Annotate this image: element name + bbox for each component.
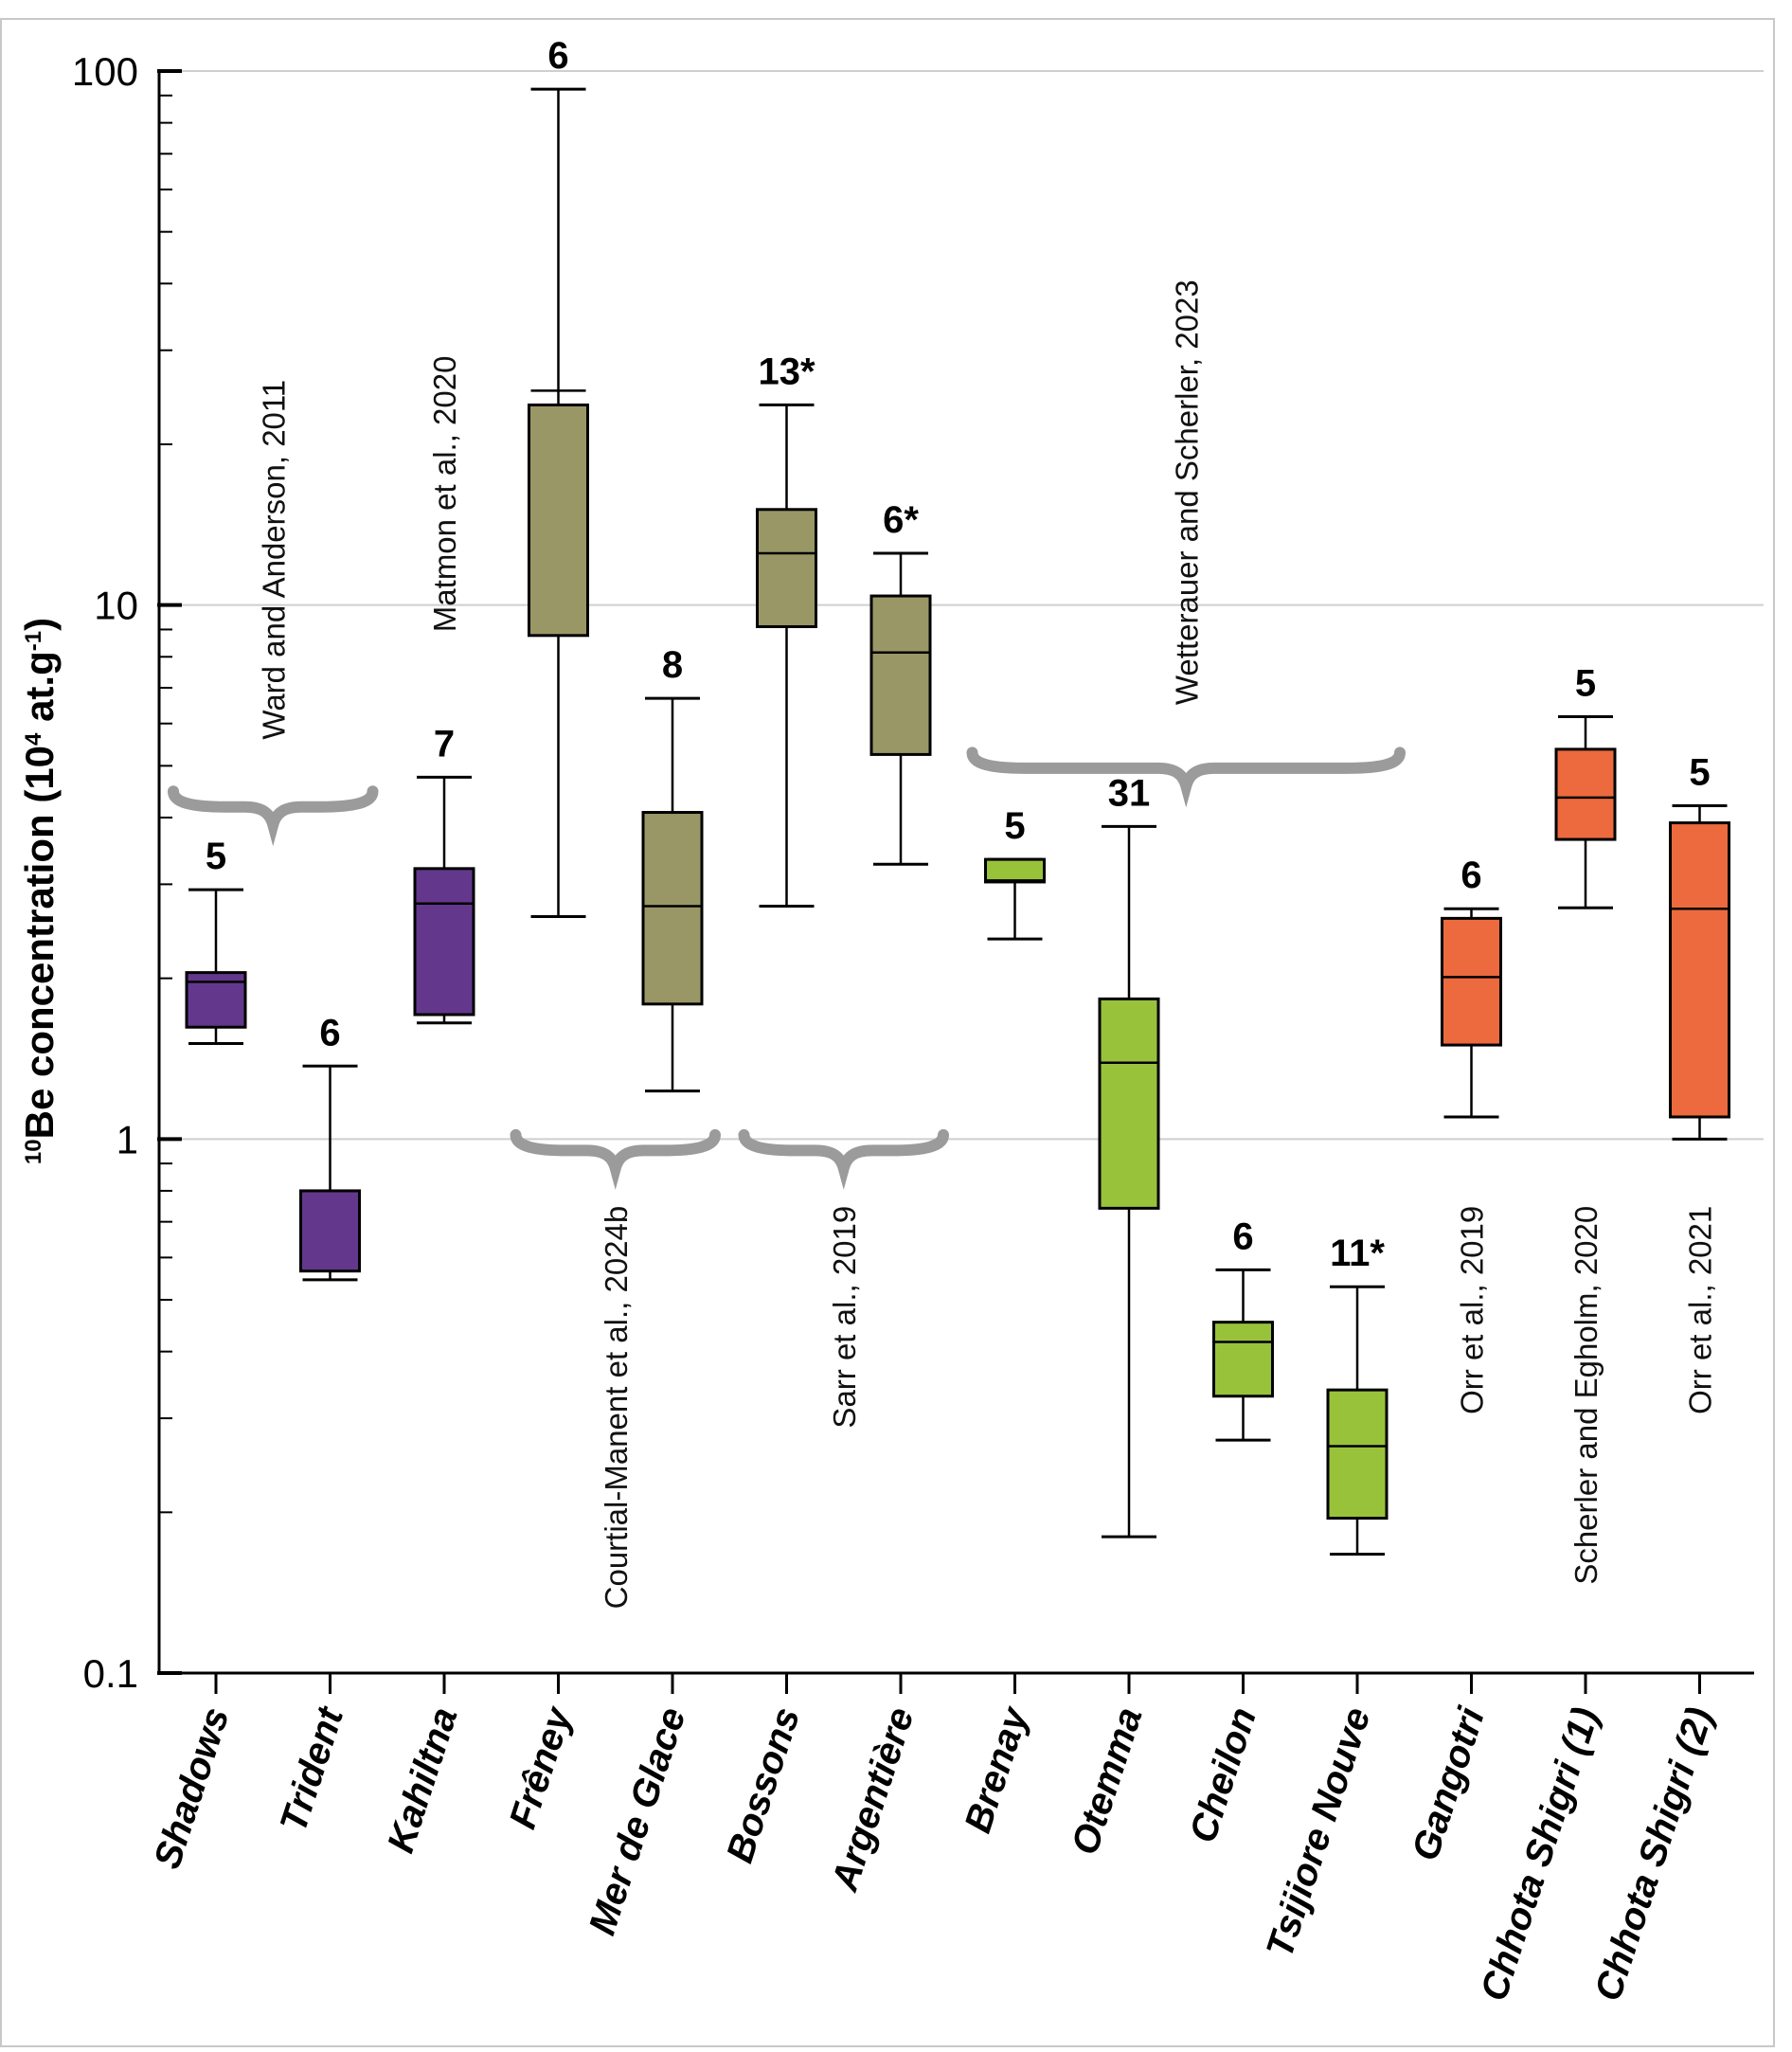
y-title-text: Be concentration (10 — [17, 746, 62, 1139]
reference-labels: Ward and Anderson, 2011 Matmon et al., 20… — [256, 279, 1717, 1609]
box-shadows: 5 — [185, 836, 247, 1045]
reference-braces — [168, 747, 1406, 1190]
y-axis-ticks: 0.1 1 10 100 — [72, 49, 182, 1696]
sample-count-label: 5 — [1689, 751, 1710, 793]
sample-count-label: 6* — [883, 499, 919, 541]
reference-brace — [168, 785, 379, 847]
box-trident: 6 — [299, 1012, 361, 1282]
reference-label: Ward and Anderson, 2011 — [256, 380, 291, 740]
iqr-box — [1669, 821, 1730, 1119]
iqr-box — [869, 594, 932, 756]
y-tick-label: 1 — [116, 1117, 138, 1161]
iqr-box — [756, 508, 817, 628]
iqr-box — [1326, 1388, 1389, 1521]
iqr-box — [528, 403, 589, 638]
box-cheilon: 6 — [1212, 1215, 1274, 1442]
sample-count-label: 5 — [206, 836, 226, 877]
box-tsijiore-nouve: 11* — [1326, 1233, 1389, 1556]
iqr-box — [641, 811, 704, 1006]
box-bossons: 13* — [756, 351, 817, 908]
sample-count-label: 5 — [1004, 805, 1025, 847]
box-chhota-shigri-2-: 5 — [1669, 751, 1730, 1141]
sample-count-label: 6 — [547, 35, 568, 77]
y-axis-title: 10Be concentration (104 at.g-1) — [17, 618, 62, 1164]
box-gangotri: 6 — [1441, 855, 1502, 1119]
reference-label: Scherler and Egholm, 2020 — [1568, 1206, 1604, 1585]
iqr-box — [1212, 1321, 1274, 1398]
reference-label: Courtial-Manent et al., 2024b — [599, 1206, 634, 1610]
box-mer-de-glace: 8 — [641, 644, 704, 1093]
box-chhota-shigri-1-: 5 — [1554, 662, 1617, 909]
reference-brace — [966, 747, 1406, 808]
box-fr-ney: 6 — [528, 35, 589, 918]
reference-label: Sarr et al., 2019 — [827, 1206, 862, 1429]
reference-label: Orr et al., 2021 — [1683, 1206, 1718, 1414]
iqr-box — [1441, 916, 1502, 1047]
sample-count-label: 31 — [1108, 772, 1151, 814]
boxes: 5 6 7 6 8 13* 6* 5 31 6 11* 6 5 5 — [185, 35, 1730, 1556]
y-tick-label: 0.1 — [83, 1651, 138, 1696]
iqr-box — [299, 1189, 361, 1273]
y-tick-label: 10 — [94, 584, 138, 628]
reference-brace — [738, 1128, 949, 1190]
reference-label: Wetterauer and Scherler, 2023 — [1169, 279, 1204, 705]
sample-count-label: 5 — [1575, 662, 1596, 704]
y-title-text: at.g — [17, 651, 62, 732]
iqr-box — [1098, 997, 1160, 1210]
sample-count-label: 6 — [1232, 1215, 1253, 1257]
y-title-superscript: 4 — [21, 732, 46, 746]
axes — [157, 71, 1754, 1675]
iqr-box — [1554, 747, 1617, 841]
sample-count-label: 6 — [1460, 855, 1481, 896]
sample-count-label: 11* — [1330, 1233, 1385, 1274]
sample-count-label: 13* — [758, 351, 815, 392]
box-argenti-re: 6* — [869, 499, 932, 866]
reference-label: Orr et al., 2019 — [1455, 1206, 1490, 1414]
box-brenay: 5 — [984, 805, 1046, 941]
gridlines — [159, 70, 1764, 1141]
y-title-text: ) — [17, 618, 62, 631]
box-kahiltna: 7 — [413, 723, 475, 1025]
sample-count-label: 6 — [319, 1012, 340, 1053]
box-otemma: 31 — [1098, 772, 1160, 1539]
reference-brace — [510, 1128, 721, 1190]
iqr-box — [413, 867, 475, 1017]
y-title-superscript: 10 — [21, 1139, 46, 1164]
y-title-superscript: -1 — [21, 631, 46, 651]
iqr-box — [984, 857, 1046, 884]
sample-count-label: 8 — [662, 644, 683, 686]
sample-count-label: 7 — [434, 723, 455, 765]
reference-label: Matmon et al., 2020 — [427, 356, 462, 633]
y-tick-label: 100 — [72, 49, 138, 94]
